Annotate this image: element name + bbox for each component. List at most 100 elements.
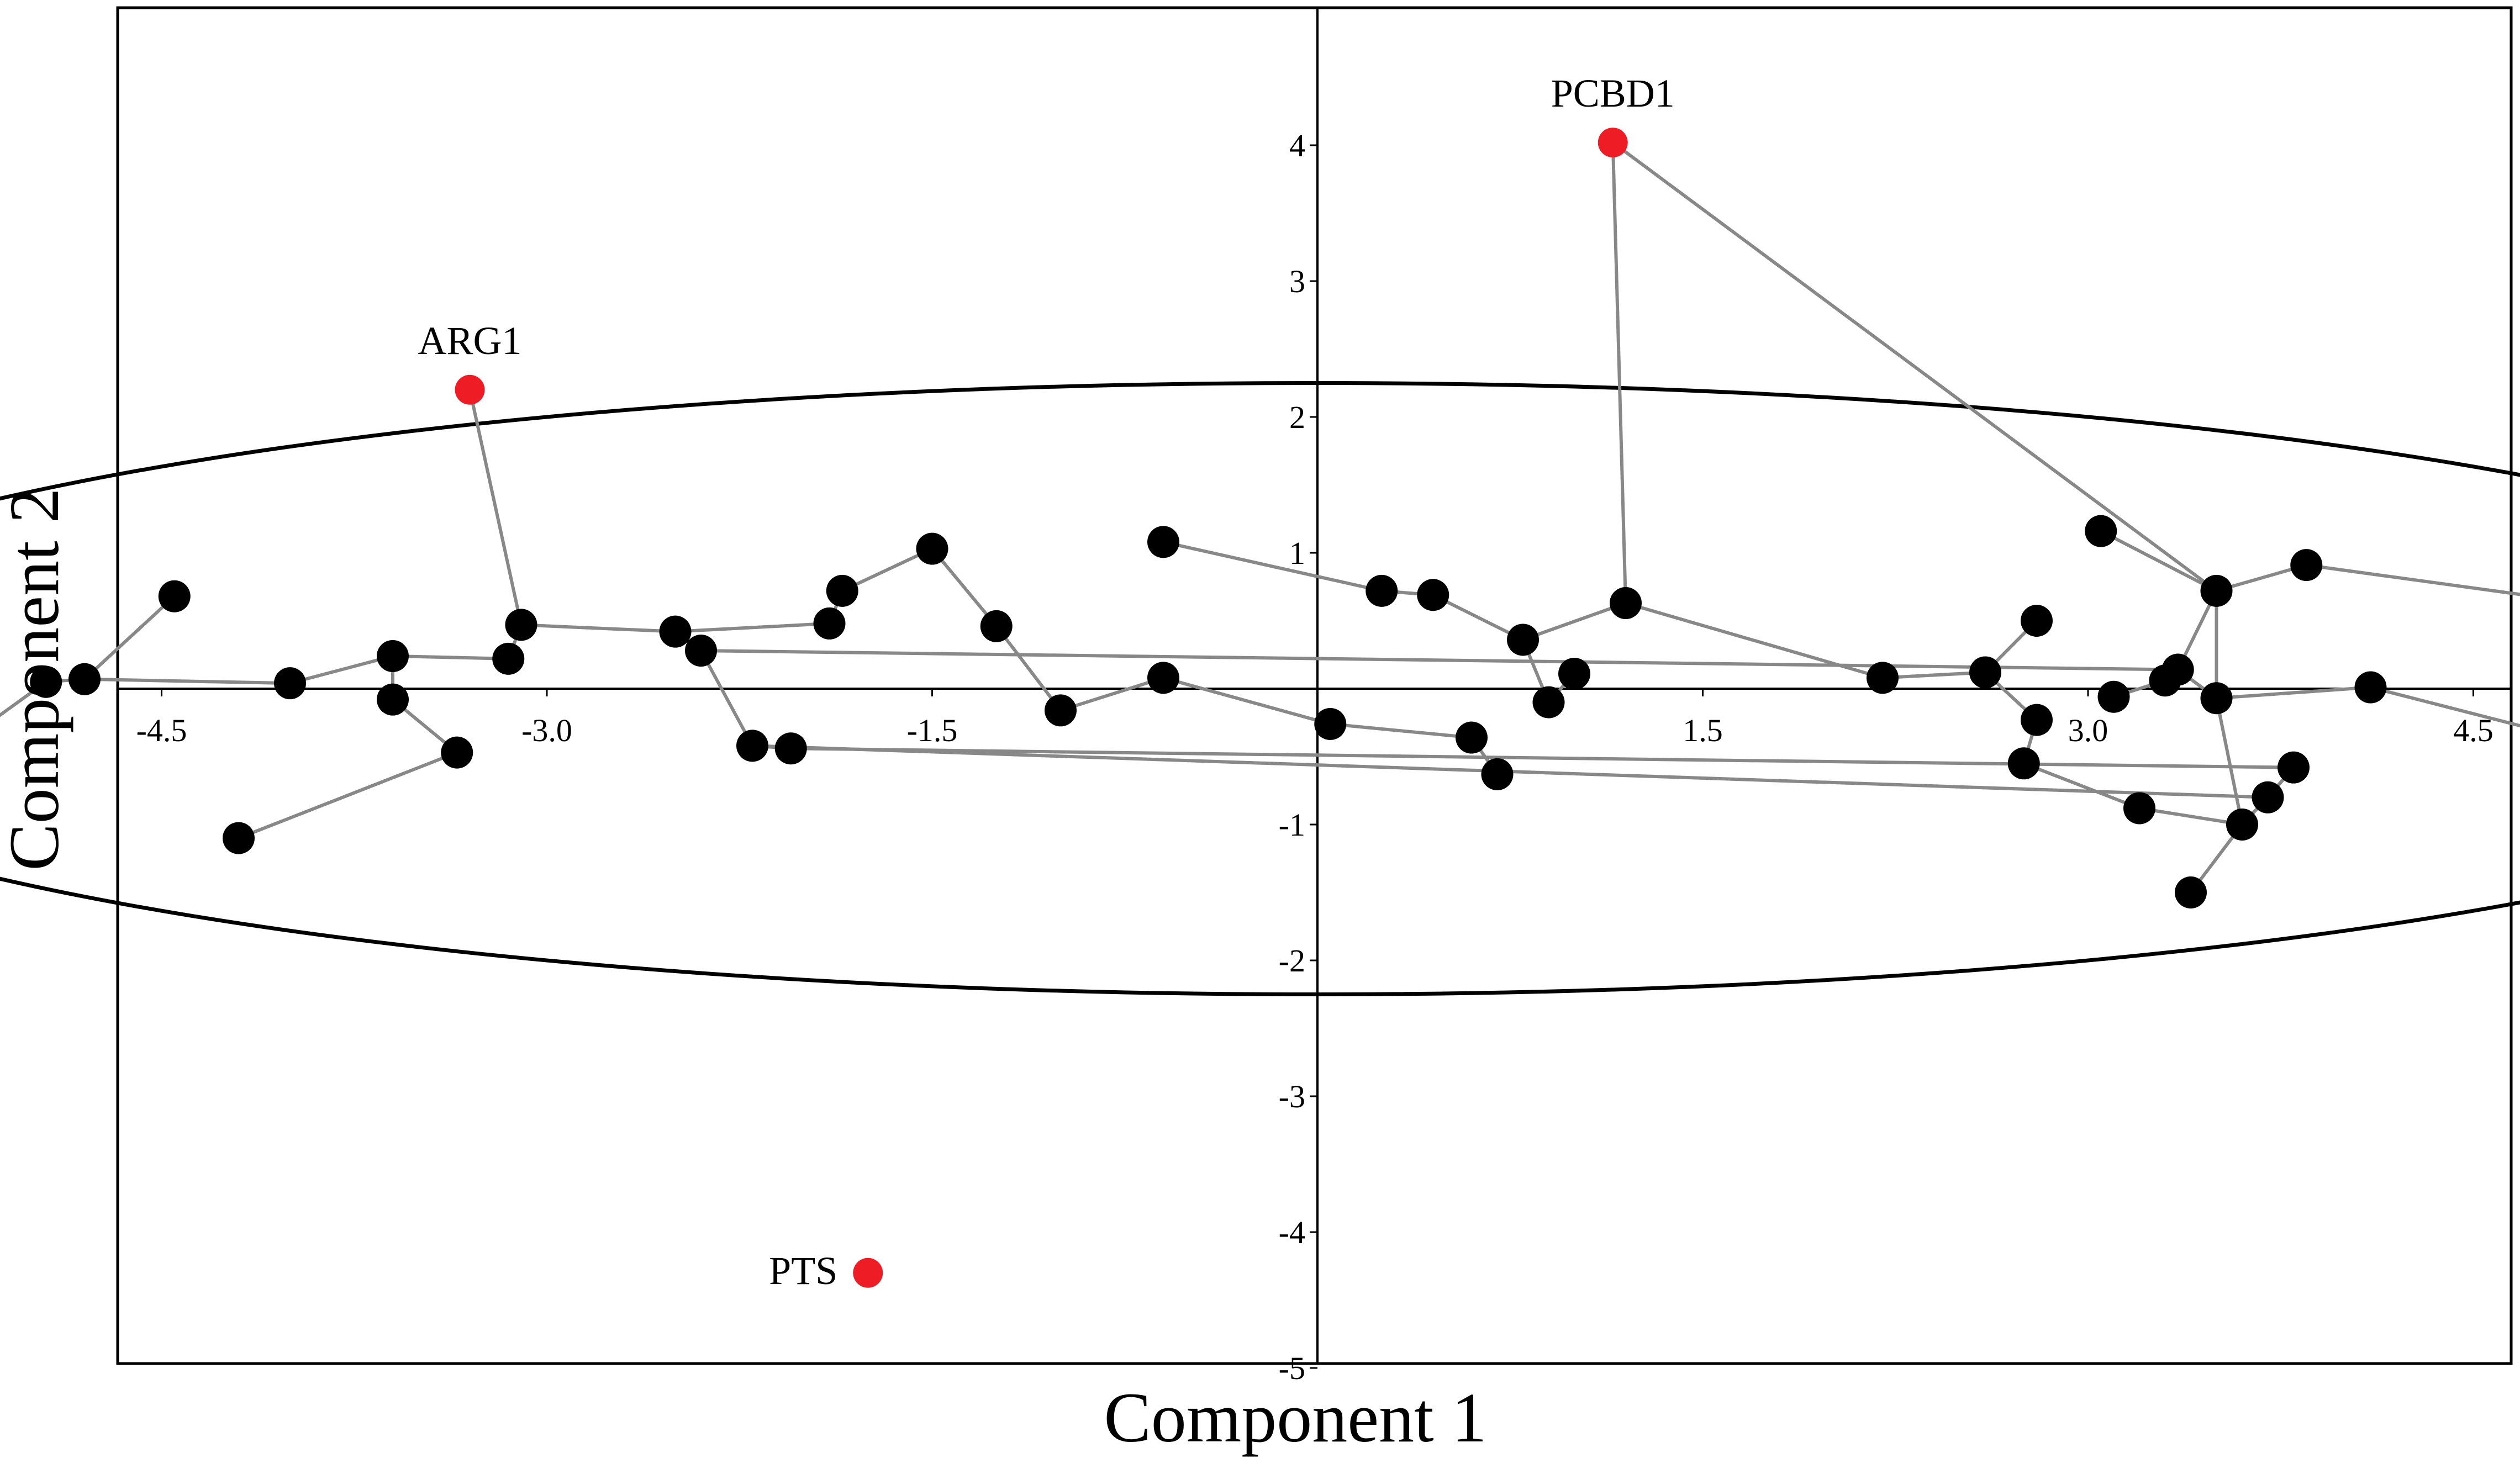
edge-line [995,625,1062,712]
data-point [1558,657,1590,690]
edge-line [2023,762,2141,810]
edge-line [521,623,676,633]
x-tick-label: 4.5 [2453,712,2493,748]
data-point [1507,624,1539,656]
data-point [826,574,858,607]
x-tick-label: 1.5 [1683,712,1723,748]
data-point [2252,781,2284,813]
data-point [736,730,768,762]
data-point [1417,579,1449,611]
data-point [1532,686,1565,718]
data-point [2021,605,2053,637]
y-tick-label: -4 [1279,1214,1305,1250]
data-point [1610,587,1642,620]
data-point [2123,792,2155,825]
edge-line [2139,806,2243,826]
edge-line [1882,670,1986,680]
edge-line [700,649,2178,672]
y-axis-title: Component 2 [0,488,73,870]
data-point [505,609,537,641]
y-tick-label: 2 [1289,399,1305,435]
data-point [916,532,948,565]
edge-line [2370,685,2520,728]
point-labels: ARG1 PCBD1 PTS [418,71,1674,1293]
data-point [1147,526,1179,558]
y-tick-label: 1 [1289,535,1305,571]
y-tick-label: -1 [1279,807,1305,843]
data-point [1481,758,1514,790]
y-tick-label: -2 [1279,943,1305,979]
edge-line [790,747,2294,769]
x-tick-label: -1.5 [907,712,958,748]
edge-line [931,547,998,627]
data-point [1045,694,1077,727]
data-point [2021,704,2053,736]
edge-line [2215,698,2244,825]
data-point [377,683,409,716]
edge-line [83,595,176,680]
data-point [2097,680,2130,713]
edge-line [392,654,509,661]
data-point [274,667,306,700]
tick-labels: -6.0-4.5-3.0-1.51.53.04.56.04321-1-2-3-4… [136,128,2493,1386]
data-point [492,642,525,675]
x-tick-label: -3.0 [521,712,572,748]
edge-line [289,654,393,685]
y-tick-label: 4 [1289,128,1305,163]
data-point [774,732,807,765]
edge-line [1163,540,1382,593]
y-tick-label: -5 [1279,1350,1305,1386]
point-label-pcbd1: PCBD1 [1551,71,1675,115]
edge-line [1611,142,1627,604]
data-point [1456,721,1488,754]
data-point [813,607,846,640]
edge-line [2216,685,2371,700]
data-point [2161,653,2194,686]
data-point [1969,656,2001,689]
data-point [2354,671,2387,704]
data-point [377,640,409,672]
data-point [1366,574,1398,607]
y-tick-label: -3 [1279,1079,1305,1114]
data-point [68,663,101,695]
plot-frame [116,6,2513,1365]
data-point [1314,707,1347,740]
point-label-pts: PTS [769,1249,837,1293]
points [30,128,2387,1288]
x-tick-label: 3.0 [2068,712,2108,748]
edge-line [699,649,754,747]
edges [0,141,2520,894]
data-point [2278,751,2310,784]
edge-line [1432,593,1524,642]
data-point [685,635,717,667]
data-point [223,822,255,854]
data-point [2200,574,2233,607]
data-point [980,610,1013,642]
outlier-point [1598,128,1628,158]
edge-line [468,389,523,626]
edge-line [841,547,933,593]
point-label-arg1: ARG1 [418,319,521,363]
data-point [30,665,62,698]
edge-line [1625,601,1883,680]
edge-line [1522,601,1627,642]
edge-line [1611,141,2218,593]
data-point [1867,662,1899,694]
edge-line [84,677,291,685]
outlier-point [455,374,485,405]
edge-line [1060,676,1164,712]
edge-line [675,621,830,633]
data-point [2200,682,2233,715]
data-point [2085,515,2117,547]
outlier-point [853,1258,883,1288]
edge-line [238,751,458,840]
data-point [659,615,692,648]
edge-line [1330,722,1472,739]
data-point [2175,876,2207,908]
data-point [441,736,473,769]
data-point [2290,549,2323,582]
y-tick-label: 3 [1289,263,1305,299]
data-point [2226,809,2258,841]
x-tick-label: -4.5 [136,712,187,748]
